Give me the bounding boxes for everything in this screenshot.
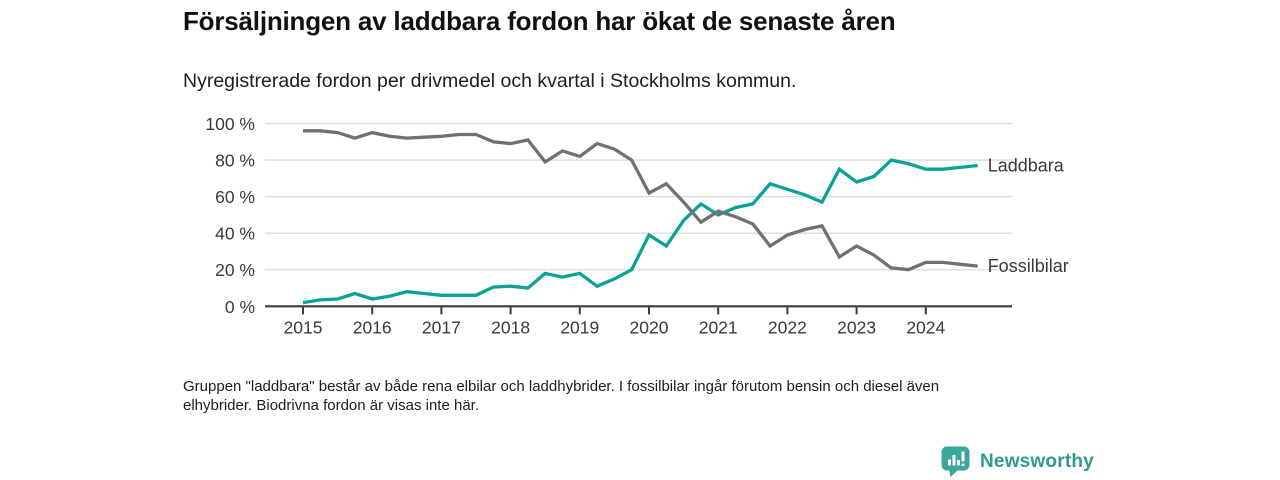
y-tick-label: 80 % bbox=[215, 151, 255, 171]
x-tick-label: 2017 bbox=[422, 317, 461, 337]
series-line-fossilbilar bbox=[303, 129, 978, 272]
series-line-laddbara bbox=[302, 158, 978, 305]
y-tick-label: 40 % bbox=[215, 224, 255, 244]
newsworthy-logo: Newsworthy bbox=[941, 446, 1094, 478]
x-tick-label: 2018 bbox=[491, 317, 530, 337]
footnote-line-2: elhybrider. Biodrivna fordon är visas in… bbox=[183, 397, 479, 414]
x-tick-label: 2021 bbox=[699, 317, 738, 337]
page-title: Försäljningen av laddbara fordon har öka… bbox=[183, 6, 896, 36]
x-tick-label: 2020 bbox=[630, 317, 669, 337]
chart-subtitle: Nyregistrerade fordon per drivmedel och … bbox=[183, 70, 797, 92]
line-chart: 0 % 20 % 40 % 60 % 80 % 100 % 2015 2016 2017 2018… bbox=[205, 114, 1069, 337]
y-tick-label: 20 % bbox=[215, 260, 255, 280]
footnote-line-1: Gruppen "laddbara" består av både rena e… bbox=[183, 378, 940, 395]
x-tick-label: 2022 bbox=[768, 317, 807, 337]
chart-footnote: Gruppen "laddbara" består av både rena e… bbox=[183, 377, 1083, 415]
series-label-fossilbilar: Fossilbilar bbox=[988, 256, 1069, 276]
x-tick-label: 2015 bbox=[284, 317, 323, 337]
y-tick-label: 0 % bbox=[225, 297, 255, 317]
x-tick-label: 2023 bbox=[837, 317, 876, 337]
x-tick-label: 2024 bbox=[906, 317, 945, 337]
x-tick-label: 2019 bbox=[560, 317, 599, 337]
series-label-laddbara: Laddbara bbox=[988, 156, 1065, 176]
y-tick-label: 60 % bbox=[215, 187, 255, 207]
x-tick-label: 2016 bbox=[353, 317, 392, 337]
newsworthy-logo-text: Newsworthy bbox=[980, 451, 1094, 472]
y-tick-label: 100 % bbox=[205, 114, 255, 134]
bar-chart-badge-icon bbox=[941, 446, 970, 477]
